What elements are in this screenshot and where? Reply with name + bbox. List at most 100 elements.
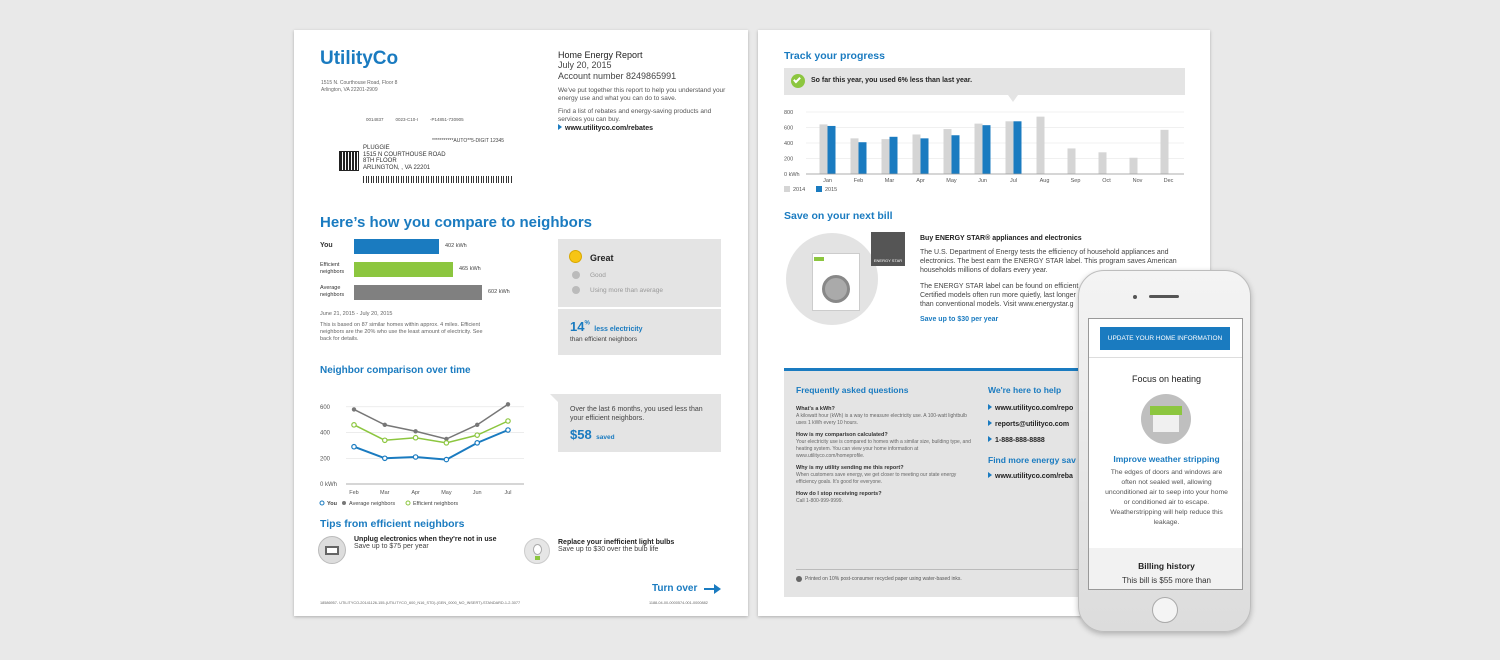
compare-period: June 21, 2015 - July 20, 2015 xyxy=(320,311,393,317)
recipient-address: PLUGGIE 1515 N COURTHOUSE ROAD 8TH FLOOR… xyxy=(363,145,446,171)
report-header: Home Energy Report July 20, 2015 Account… xyxy=(558,50,728,132)
weather-strip-title: Improve weather stripping xyxy=(1113,454,1220,464)
home-button[interactable] xyxy=(1152,597,1178,623)
qr-code-icon xyxy=(339,151,359,171)
data-point xyxy=(351,422,357,428)
billing-sub: This bill is $55 more than xyxy=(1122,576,1211,585)
tip-1-title: Unplug electronics when they're not in u… xyxy=(354,536,497,543)
bar-2014 xyxy=(912,134,921,174)
data-point xyxy=(505,402,511,407)
account-number: Account number 8249865991 xyxy=(558,71,677,81)
help-link-web[interactable]: www.utilityco.com/repo xyxy=(988,401,1073,417)
series-line xyxy=(353,420,509,444)
rebates-link[interactable]: www.utilityco.com/rebates xyxy=(558,124,728,132)
legend-label: Average neighbors xyxy=(349,501,395,507)
data-point xyxy=(413,429,418,434)
bar-2015 xyxy=(951,135,960,174)
focus-heading: Focus on heating xyxy=(1131,374,1202,384)
help-link-email[interactable]: reports@utilityco.com xyxy=(988,417,1073,433)
saved-label: saved xyxy=(596,434,615,441)
barcode-line: 0014837 0023-C10-I -P14851-730905 xyxy=(366,117,464,122)
y-tick-label: 800 xyxy=(784,110,793,116)
sender-address-line: Arlington, VA 22201-2909 xyxy=(321,87,378,93)
compare-title: Here’s how you compare to neighbors xyxy=(320,214,592,231)
bar-2014 xyxy=(943,129,952,174)
faq-question: Why is my utility sending me this report… xyxy=(796,465,904,471)
screen-divider xyxy=(1089,357,1242,358)
smartphone-mockup: UPDATE YOUR HOME INFORMATION Focus on he… xyxy=(1078,270,1251,632)
sender-address-line: 1515 N. Courthouse Road, Floor 8 xyxy=(321,80,398,86)
front-camera-icon xyxy=(1133,295,1137,299)
saved-amount: $58 xyxy=(570,427,592,442)
speaker-grille xyxy=(1149,295,1179,298)
rating-more: Using more than average xyxy=(590,287,663,294)
tip-2-title: Replace your inefficient light bulbs xyxy=(558,539,675,546)
report-date: July 20, 2015 xyxy=(558,60,612,70)
x-tick-label: Sep xyxy=(1071,178,1081,184)
rebates-text: Find a list of rebates and energy-saving… xyxy=(558,108,712,123)
y-tick-label: 600 xyxy=(784,126,793,132)
x-tick-label: Feb xyxy=(854,178,863,184)
legend-marker xyxy=(816,186,822,192)
turn-over-label[interactable]: Turn over xyxy=(652,583,698,594)
x-tick-label: Mar xyxy=(380,490,390,496)
compare-row-label: You xyxy=(320,242,333,249)
progress-bar-chart: 800 600 400 200 0 kWh Jan Feb Mar Apr May Jun Jul Au… xyxy=(784,110,1184,193)
smiley-good-icon xyxy=(572,271,580,279)
time-title: Neighbor comparison over time xyxy=(320,365,471,376)
utilityco-logo: UtilityCo xyxy=(320,48,399,69)
bar-2015 xyxy=(982,125,991,174)
legend-marker xyxy=(342,501,346,505)
x-tick-label: Jul xyxy=(1010,178,1017,184)
laptop-icon xyxy=(318,536,346,564)
help-links: www.utilityco.com/repo reports@utilityco… xyxy=(988,401,1073,449)
track-title: Track your progress xyxy=(784,50,885,62)
bar-2015 xyxy=(827,125,836,174)
y-tick-label: 600 xyxy=(320,405,331,411)
bar-2014 xyxy=(974,123,983,174)
data-point xyxy=(474,440,481,446)
compare-row-label: Average neighbors xyxy=(320,285,345,298)
arrow-right-icon xyxy=(704,588,716,590)
update-home-button[interactable]: UPDATE YOUR HOME INFORMATION xyxy=(1100,327,1230,350)
star-paragraph-1: The U.S. Department of Energy tests the … xyxy=(920,249,1177,274)
savings-summary: Over the last 6 months, you used less th… xyxy=(570,406,703,422)
recipient-line: 1515 N COURTHOUSE ROAD xyxy=(363,151,446,158)
bar-2014 xyxy=(850,138,859,174)
bar-2014 xyxy=(1036,116,1045,174)
faq-answer: A kilowatt hour (kWh) is a way to measur… xyxy=(796,413,967,426)
recipient-line: 8TH FLOOR xyxy=(363,158,397,164)
x-tick-label: Dec xyxy=(1164,178,1174,184)
legend-label: 2014 xyxy=(793,187,805,193)
legend-marker xyxy=(784,186,790,192)
barcode-code: -P14851-730905 xyxy=(430,117,464,122)
bar-2014 xyxy=(1005,121,1014,174)
billing-title: Billing history xyxy=(1138,561,1195,571)
x-tick-label: Mar xyxy=(885,178,895,184)
savings-amount: $58 saved xyxy=(570,426,615,444)
tip-1-sub: Save up to $75 per year xyxy=(354,543,429,550)
percent-label: less electricity xyxy=(594,326,643,333)
rating-panel: Great Good Using more than average xyxy=(558,239,721,307)
faq-divider xyxy=(796,569,1176,570)
faq-answer: Call 1-800-999-9999. xyxy=(796,498,843,504)
energy-star-logo: ENERGY STAR xyxy=(871,232,905,266)
house-icon xyxy=(1141,394,1191,444)
progress-text: So far this year, you used 6% less than … xyxy=(811,77,973,84)
data-point xyxy=(382,455,388,462)
y-tick-label: 0 kWh xyxy=(320,482,337,488)
compare-bar xyxy=(354,262,453,277)
data-point xyxy=(412,454,419,460)
data-point xyxy=(444,436,449,442)
x-tick-label: Apr xyxy=(411,490,420,496)
help-link-phone[interactable]: 1-888-888-8888 xyxy=(988,433,1073,449)
compare-bar-value: 402 kWh xyxy=(445,243,467,249)
lightbulb-icon xyxy=(524,538,550,564)
progress-banner: So far this year, you used 6% less than … xyxy=(784,68,1185,95)
footer-code-left: 18586957- UTILITYCO-20141126-155-(UTILIT… xyxy=(320,601,521,605)
star-title: Buy ENERGY STAR® appliances and electron… xyxy=(920,235,1082,242)
sender-address: 1515 N. Courthouse Road, Floor 8 Arlingt… xyxy=(321,80,397,94)
find-link[interactable]: www.utilityco.com/reba xyxy=(988,472,1073,480)
faq-question: How is my comparison calculated? xyxy=(796,432,888,438)
recipient-line: PLUGGIE xyxy=(363,145,390,151)
